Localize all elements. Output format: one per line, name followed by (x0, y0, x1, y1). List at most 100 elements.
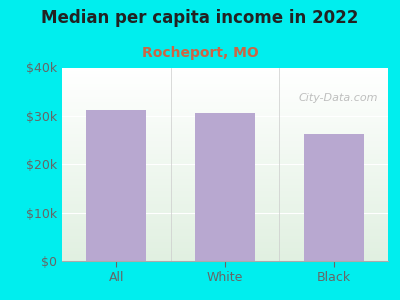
Bar (62, 77, 388, 78)
Bar (62, 159, 388, 160)
Bar (62, 196, 388, 197)
Bar (62, 229, 388, 230)
Bar (62, 235, 388, 236)
Bar (62, 75, 388, 76)
Bar (62, 212, 388, 213)
Bar (62, 253, 388, 254)
Bar (62, 215, 388, 217)
Text: City-Data.com: City-Data.com (299, 93, 378, 103)
Bar (62, 71, 388, 72)
Bar (62, 129, 388, 130)
Bar (62, 225, 388, 226)
Bar (62, 252, 388, 253)
Bar (62, 177, 388, 178)
Bar (62, 213, 388, 214)
Bar (62, 142, 388, 143)
Bar (62, 167, 388, 168)
Bar (62, 106, 388, 107)
Bar (62, 195, 388, 196)
Bar (62, 157, 388, 158)
Bar (62, 260, 388, 261)
Bar (62, 207, 388, 208)
Bar (62, 259, 388, 260)
Bar (62, 205, 388, 206)
Bar (62, 152, 388, 153)
Bar (62, 174, 388, 175)
Bar (62, 175, 388, 176)
Bar (62, 228, 388, 229)
Bar (62, 112, 388, 113)
Bar (62, 101, 388, 102)
Bar (62, 143, 388, 144)
Bar (62, 163, 388, 164)
Bar (62, 118, 388, 119)
Bar (62, 148, 388, 149)
Bar (62, 135, 388, 136)
Bar (62, 136, 388, 137)
Bar (62, 82, 388, 83)
Bar (62, 104, 388, 105)
Bar (62, 69, 388, 70)
Bar (62, 85, 388, 86)
Bar (62, 115, 388, 116)
Bar (62, 131, 388, 132)
Bar (62, 89, 388, 90)
Bar (62, 147, 388, 148)
Bar (62, 219, 388, 220)
Bar (62, 189, 388, 190)
Bar (62, 187, 388, 188)
Bar (62, 162, 388, 163)
Bar (62, 161, 388, 162)
Bar (62, 117, 388, 118)
Bar (62, 128, 388, 129)
Bar (62, 81, 388, 82)
Bar (62, 80, 388, 81)
Bar (62, 168, 388, 169)
Bar (62, 249, 388, 250)
Bar (62, 93, 388, 94)
Bar (62, 231, 388, 232)
Bar (62, 160, 388, 161)
Bar (62, 103, 388, 104)
Bar (62, 240, 388, 241)
Bar (62, 210, 388, 211)
Bar (62, 192, 388, 193)
Bar (62, 176, 388, 177)
Bar (62, 92, 388, 93)
Bar (62, 105, 388, 106)
Bar (62, 158, 388, 159)
Bar (86, 110, 146, 261)
Bar (62, 206, 388, 207)
Bar (62, 227, 388, 228)
Bar (62, 199, 388, 200)
Bar (62, 223, 388, 224)
Bar (62, 183, 388, 184)
Bar (62, 102, 388, 103)
Bar (62, 169, 388, 170)
Bar (62, 194, 388, 195)
Bar (62, 178, 388, 179)
Bar (62, 132, 388, 133)
Bar (62, 151, 388, 152)
Bar (62, 121, 388, 122)
Bar (62, 86, 388, 87)
Bar (62, 217, 388, 218)
Bar (62, 197, 388, 198)
Bar (62, 110, 388, 111)
Text: Rocheport, MO: Rocheport, MO (142, 46, 258, 61)
Bar (62, 139, 388, 140)
Bar (62, 74, 388, 75)
Bar (62, 164, 388, 165)
Bar (62, 237, 388, 238)
Bar (62, 172, 388, 173)
Bar (62, 248, 388, 249)
Text: Median per capita income in 2022: Median per capita income in 2022 (41, 9, 359, 27)
Bar (62, 238, 388, 239)
Bar (62, 180, 388, 181)
Bar (62, 73, 388, 74)
Bar (62, 94, 388, 96)
Bar (62, 257, 388, 258)
Bar (62, 87, 388, 88)
Bar (62, 233, 388, 234)
Bar (62, 138, 388, 139)
